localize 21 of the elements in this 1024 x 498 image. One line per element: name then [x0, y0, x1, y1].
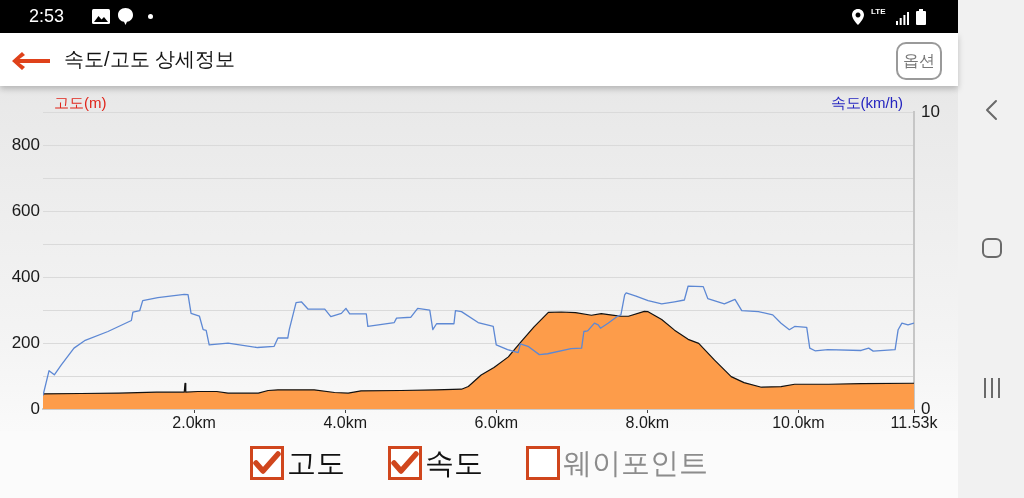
text: LTE	[871, 7, 886, 16]
y-axis-title: 고도(m)	[54, 94, 107, 112]
x-tick-label: 2.0km	[172, 414, 216, 432]
y2-axis-title: 속도(km/h)	[830, 94, 903, 112]
chart-title: 속도/고도 상세정보	[64, 47, 236, 71]
x-tick-label: 6.0km	[474, 414, 519, 432]
y-tick-label: 400	[11, 266, 40, 286]
x-tick-label: 8.0km	[625, 414, 670, 432]
text: 고도	[287, 446, 345, 480]
x-tick-label: 11.53k	[890, 414, 939, 432]
y2-tick-label: 10	[921, 101, 940, 121]
text: 속도	[425, 446, 483, 480]
y-tick-label: 200	[11, 332, 40, 352]
text: 옵션	[903, 51, 935, 71]
y-tick-label: 600	[11, 200, 40, 220]
y-tick-label: 800	[11, 134, 40, 154]
y-tick-label: 0	[30, 398, 40, 418]
text: 웨이포인트	[563, 446, 708, 480]
x-tick-label: 10.0km	[772, 414, 825, 432]
x-tick-label: 4.0km	[323, 414, 367, 432]
text: 2:53	[29, 6, 65, 27]
